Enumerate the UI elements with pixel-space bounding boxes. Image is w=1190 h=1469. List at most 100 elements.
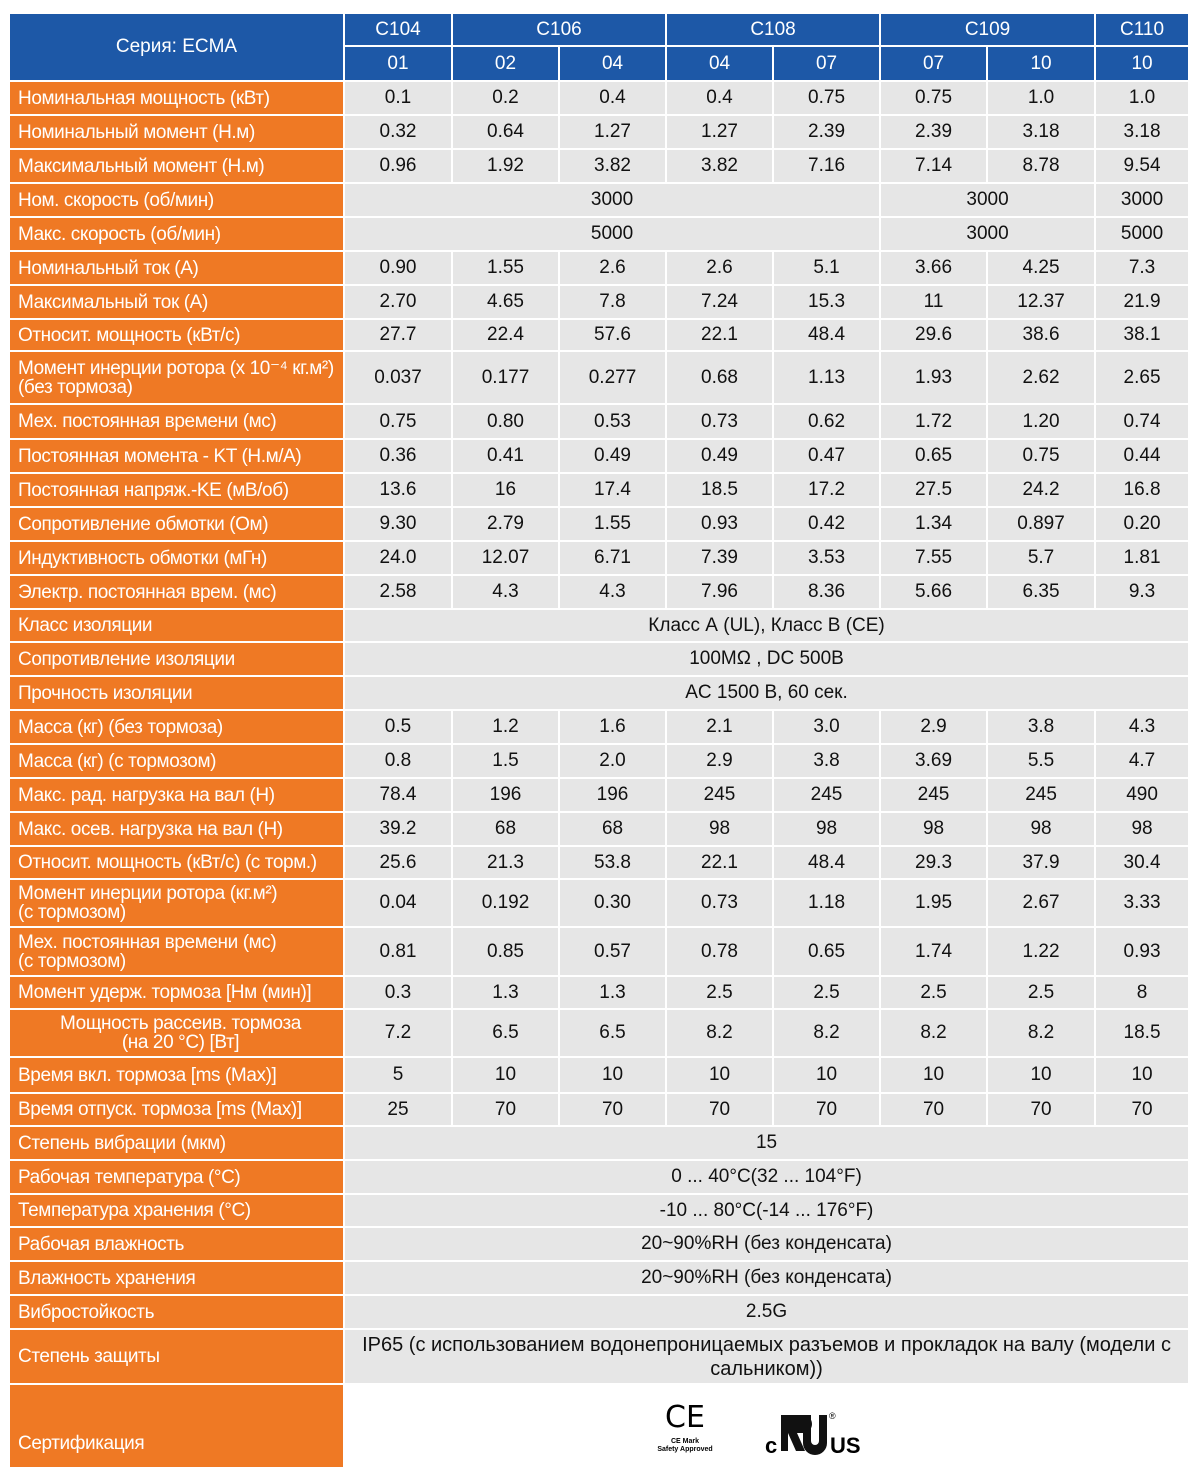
value-cell: 7.14: [881, 150, 989, 184]
label-line: Постоянная момента - KT (Н.м/А): [18, 445, 302, 467]
label-line: Индуктивность обмотки (мГн): [18, 547, 267, 569]
value-cell: 10: [453, 1058, 560, 1094]
label-line: Макс. рад. нагрузка на вал (Н): [18, 784, 275, 806]
ce-caption: CE Mark: [671, 1438, 699, 1445]
value-cell: 22.1: [667, 320, 775, 352]
value-cell: 20~90%RH (без конденсата): [345, 1262, 1190, 1296]
value-cell: 98: [1096, 813, 1190, 847]
label-line: Температура хранения (°C): [18, 1200, 251, 1221]
value-cell: 70: [774, 1094, 882, 1127]
value-cell: 0.32: [345, 116, 453, 150]
label-line: Мех. постоянная времени (мс): [18, 411, 277, 432]
label-line: Мех. постоянная времени (мс): [18, 931, 277, 953]
value-cell: 1.13: [774, 352, 882, 405]
value-cell: 5.5: [988, 745, 1097, 779]
value-cell: 0.93: [1096, 928, 1190, 977]
value-cell: 10: [1096, 1058, 1190, 1094]
value-cell: 1.27: [667, 116, 775, 150]
value-cell: 2.5: [988, 977, 1097, 1010]
value-cell: 0.177: [453, 352, 560, 405]
value-cell: 27.5: [881, 474, 989, 508]
value-cell: 10: [774, 1058, 882, 1094]
value-cell: 7.24: [667, 286, 775, 320]
cert-cell: CE CE Mark Safety Approved c ® US: [345, 1385, 1190, 1469]
value-cell: 7.55: [881, 542, 989, 576]
value-cell: 1.27: [560, 116, 668, 150]
value-cell: 30.4: [1096, 847, 1190, 880]
label-line: Сопротивление обмотки (Ом): [18, 513, 269, 535]
row-label: Степень вибрации (мкм): [10, 1127, 345, 1161]
spec-row: Макс. скорость (об/мин) 5000 3000 5000: [10, 218, 1190, 252]
row-label: Сопротивление обмотки (Ом): [10, 508, 345, 542]
value-cell: 98: [881, 813, 989, 847]
label-line: (на 20 °C) [Вт]: [121, 1032, 240, 1053]
value-cell: 0.64: [453, 116, 560, 150]
value-cell: 38.6: [988, 320, 1097, 352]
label-line: Номинальный момент (Н.м): [18, 121, 255, 143]
row-label: Максимальный момент (Н.м): [10, 150, 345, 184]
spec-row: Индуктивность обмотки (мГн) 24.0 12.07 6.71…: [10, 542, 1190, 576]
value-cell: 0.49: [667, 440, 775, 474]
value-cell: 2.0: [560, 745, 668, 779]
series-name: C109: [881, 14, 1097, 47]
spec-row: Электр. постоянная врем. (мс) 2.58 4.3 4.3 7…: [10, 576, 1190, 610]
value-cell: 70: [560, 1094, 668, 1127]
value-cell: 18.5: [1096, 1010, 1190, 1058]
label-line: Время вкл. тормоза [ms (Max)]: [18, 1064, 277, 1086]
row-label: Момент удерж. тормоза [Нм (мин)]: [10, 977, 345, 1010]
value-cell: 0.93: [667, 508, 775, 542]
label-line: Рабочая температура (°C): [18, 1166, 241, 1188]
value-cell: 68: [560, 813, 668, 847]
value-cell: 5.7: [988, 542, 1097, 576]
value-cell: 5.1: [774, 252, 882, 286]
spec-row: Относит. мощность (кВт/с) 27.7 22.4 57.6 22.…: [10, 320, 1190, 352]
value-cell: 8.36: [774, 576, 882, 610]
value-cell: 0.81: [345, 928, 453, 977]
series-name: C106: [453, 14, 668, 47]
value-cell: 0.73: [667, 405, 775, 440]
value-cell: 3.33: [1096, 880, 1190, 928]
value-cell: 2.5: [881, 977, 989, 1010]
row-label: Ном. скорость (об/мин): [10, 184, 345, 218]
value-cell: 2.5G: [345, 1296, 1190, 1330]
value-cell: 2.6: [667, 252, 775, 286]
label-line: Рабочая влажность: [18, 1233, 185, 1255]
value-cell: 0.42: [774, 508, 882, 542]
value-cell: 3.82: [667, 150, 775, 184]
value-cell: 17.4: [560, 474, 668, 508]
spec-row: Время отпуск. тормоза [ms (Max)] 25 70 70 70…: [10, 1094, 1190, 1127]
row-label: Время вкл. тормоза [ms (Max)]: [10, 1058, 345, 1094]
row-label: Макс. рад. нагрузка на вал (Н): [10, 779, 345, 813]
value-cell: 1.34: [881, 508, 989, 542]
value-cell: 38.1: [1096, 320, 1190, 352]
row-label: Макс. скорость (об/мин): [10, 218, 345, 252]
value-cell: 245: [881, 779, 989, 813]
value-cell: 22.1: [667, 847, 775, 880]
value-cell: -10 ... 80°C(-14 ... 176°F): [345, 1195, 1190, 1228]
label-line: Степень защиты: [18, 1346, 160, 1367]
value-cell: 0.4: [667, 82, 775, 116]
value-cell: 48.4: [774, 320, 882, 352]
value-cell: 6.71: [560, 542, 668, 576]
value-cell: 0.36: [345, 440, 453, 474]
value-cell: 0.74: [1096, 405, 1190, 440]
value-cell: 24.2: [988, 474, 1097, 508]
value-cell: 6.5: [453, 1010, 560, 1058]
spec-row: Сопротивление изоляции 100MΩ , DC 500В: [10, 643, 1190, 677]
label-line: Влажность хранения: [18, 1267, 196, 1289]
value-cell: 0.65: [881, 440, 989, 474]
value-cell: 0.20: [1096, 508, 1190, 542]
spec-row: Постоянная напряж.-KE (мВ/об) 13.6 16 17.4 1…: [10, 474, 1190, 508]
row-label: Максимальный ток (А): [10, 286, 345, 320]
value-cell: 1.22: [988, 928, 1097, 977]
value-cell: 100MΩ , DC 500В: [345, 643, 1190, 677]
value-cell: 245: [667, 779, 775, 813]
value-cell: 12.07: [453, 542, 560, 576]
value-cell: 4.25: [988, 252, 1097, 286]
value-cell: 7.8: [560, 286, 668, 320]
spec-row: Максимальный момент (Н.м) 0.96 1.92 3.82 3.8…: [10, 150, 1190, 184]
value-cell: 3.8: [774, 745, 882, 779]
value-cell: 1.18: [774, 880, 882, 928]
value-cell: 0.75: [774, 82, 882, 116]
value-cell: 3.82: [560, 150, 668, 184]
